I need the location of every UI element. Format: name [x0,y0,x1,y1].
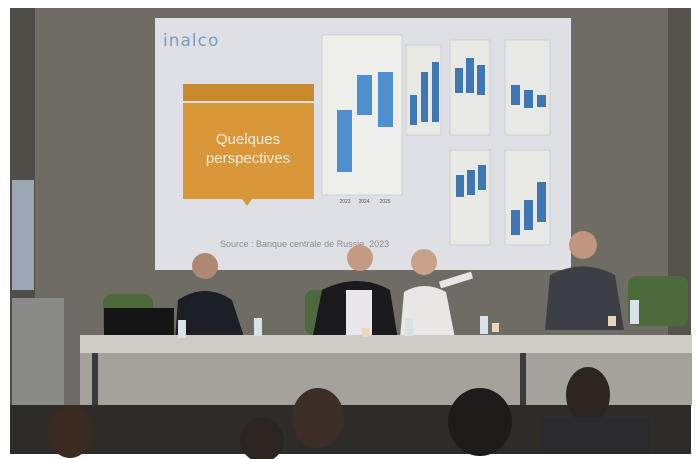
cup [362,328,369,337]
slide-title-line: perspectives [206,150,290,167]
chart-year: 2023 [339,199,350,205]
audience-body [540,418,650,454]
title-box-top [183,84,314,101]
table-top [80,335,692,353]
table-leg [520,353,526,413]
side-poster [12,180,34,290]
audience-head [566,367,610,423]
slide-logo: inalco [163,31,219,51]
audience-head [448,388,512,456]
audience-head [48,406,92,458]
photo: inalco Quelques perspectives 2023 2024 2… [0,0,699,459]
audience-head [292,388,344,448]
bottle [480,316,488,334]
chart-year: 2025 [379,199,390,205]
cup [492,323,499,332]
cup [608,316,616,326]
bottle [254,318,262,336]
page: {"slide": {"logo": "inalco", "title_line… [0,0,699,459]
bottle [405,318,413,336]
bottle [630,300,639,324]
bottle [178,320,186,338]
slide-title-line: Quelques [216,131,280,148]
chart-year: 2024 [358,199,369,205]
